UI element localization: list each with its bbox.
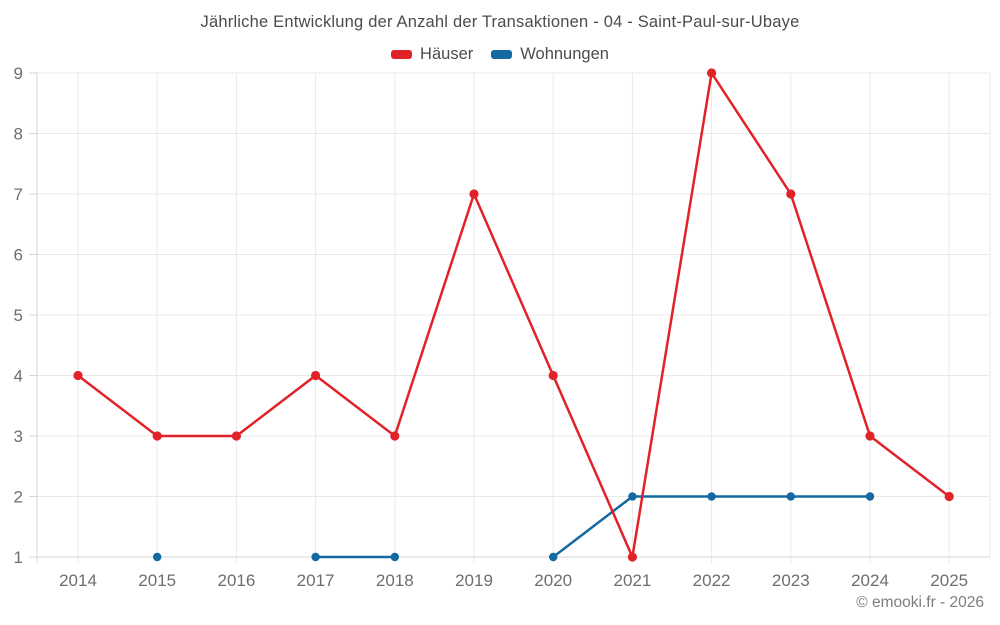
series-line-0 [76,71,951,559]
legend-label-wohnungen: Wohnungen [520,45,609,63]
data-point-0 [390,431,400,441]
data-point-0 [944,491,954,502]
data-point-1 [786,492,795,501]
data-point-0 [548,370,558,381]
data-point-0 [231,431,241,441]
x-axis-label: 2022 [693,571,731,590]
chart-legend: Häuser Wohnungen [0,45,1000,64]
y-axis-label: 6 [14,246,23,265]
data-point-0 [627,552,638,562]
x-axis-label: 2015 [138,571,176,590]
y-axis-label: 4 [14,367,23,386]
x-axis-label: 2017 [297,571,335,590]
footer-credit: © emooki.fr - 2026 [856,594,984,611]
data-point-1 [707,492,716,501]
x-axis-label: 2018 [376,571,414,590]
y-axis-label: 9 [14,64,23,83]
x-axis-label: 2021 [613,571,651,590]
x-axis-label: 2014 [59,571,97,590]
x-axis-label: 2016 [217,571,255,590]
x-axis-label: 2023 [772,571,810,590]
data-point-0 [786,189,796,199]
y-axis-label: 8 [14,125,23,144]
legend-item-wohnungen[interactable]: Wohnungen [491,45,609,64]
data-point-0 [865,431,875,441]
x-axis-label: 2025 [930,571,968,590]
data-point-0 [707,68,717,78]
legend-swatch-hauser-icon [391,50,413,59]
data-point-1 [153,552,162,562]
data-point-1 [549,552,558,562]
data-point-0 [152,431,162,441]
x-axis-label: 2020 [534,571,572,590]
chart-title: Jährliche Entwicklung der Anzahl der Tra… [200,13,800,31]
data-point-1 [390,552,399,562]
y-axis-label: 2 [14,488,23,507]
y-axis-label: 7 [14,185,23,204]
data-point-1 [865,492,875,501]
data-point-0 [469,189,479,199]
data-point-0 [311,370,321,381]
data-point-1 [628,492,637,501]
legend-item-hauser[interactable]: Häuser [391,45,473,64]
y-axis-label: 5 [14,306,23,325]
legend-swatch-wohnungen-icon [491,50,513,59]
y-axis-label: 3 [14,427,23,446]
x-axis-label: 2024 [851,571,889,590]
legend-label-hauser: Häuser [420,45,474,63]
y-axis-label: 1 [14,548,23,567]
data-point-0 [73,370,83,381]
x-axis-label: 2019 [455,571,493,590]
data-point-1 [311,552,320,562]
